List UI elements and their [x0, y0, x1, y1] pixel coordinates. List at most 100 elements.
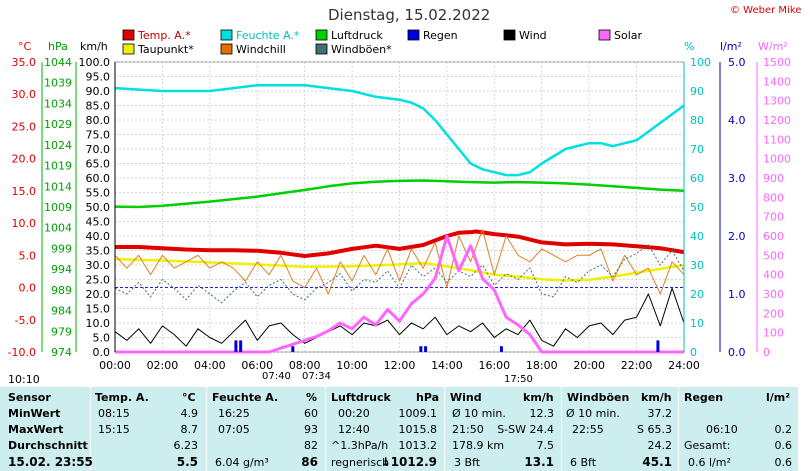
- solar-axis-label: W/m²: [758, 40, 788, 53]
- pressure-tick-label: 1039: [44, 77, 72, 90]
- pressure-tick-label: 984: [51, 305, 72, 318]
- rain-tick-label: 3.0: [728, 172, 746, 185]
- wind-tick-label: 5.0: [93, 332, 111, 345]
- strip-left-time: 10:10: [8, 373, 40, 386]
- series-line-feuchtea: [114, 83, 685, 177]
- x-tick-label: 02:00: [147, 359, 179, 372]
- humidity-tick-label: 20: [690, 288, 704, 301]
- cell: Ø 10 min.: [566, 407, 620, 420]
- solar-tick-label: 600: [763, 230, 784, 243]
- temp-tick-label: 15.0: [12, 185, 37, 198]
- cell: 13.1: [524, 455, 554, 469]
- x-tick-label: 24:00: [668, 359, 700, 372]
- pressure-tick-label: 994: [51, 263, 72, 276]
- cell: 45.1: [642, 455, 672, 469]
- rain-tick-label: 1.0: [728, 288, 746, 301]
- series-line-tempa: [115, 229, 685, 258]
- legend-label: Temp. A.*: [137, 29, 191, 42]
- pressure-axis-label: hPa: [48, 40, 68, 53]
- legend-label: Windchill: [236, 43, 286, 56]
- x-tick-label: 14:00: [431, 359, 463, 372]
- wind-tick-label: 50.0: [86, 201, 111, 214]
- legend-swatch: [220, 29, 233, 41]
- header-sensor: Sensor: [8, 391, 51, 404]
- humidity-tick-label: 40: [690, 230, 704, 243]
- solar-tick-label: 800: [763, 191, 784, 204]
- pressure-tick-label: 1044: [44, 56, 72, 69]
- cell: regnerisch: [331, 456, 390, 469]
- temp-tick-label: 5.0: [19, 249, 37, 262]
- solar-tick-label: 700: [763, 211, 784, 224]
- cell: 4.9: [180, 407, 199, 420]
- table-divider: [561, 387, 562, 471]
- row-label-max: MaxWert: [8, 423, 64, 436]
- rain-tick-label: 2.0: [728, 230, 746, 243]
- table-divider: [444, 387, 445, 471]
- rain-bar: [499, 346, 503, 352]
- rain-tick-label: 4.0: [728, 114, 746, 127]
- pressure-tick-label: 999: [51, 242, 72, 255]
- cell: Gesamt:: [684, 439, 731, 452]
- row-label-min: MinWert: [8, 407, 61, 420]
- cell: S 65.3: [637, 423, 672, 436]
- legend-label: Solar: [614, 29, 643, 42]
- legend-label: Feuchte A.*: [236, 29, 300, 42]
- rain-axis-label: l/m²: [720, 40, 742, 53]
- cell: 08:15: [98, 407, 130, 420]
- x-tick-label: 00:00: [99, 359, 131, 372]
- wind-tick-label: 90.0: [86, 85, 111, 98]
- humidity-tick-label: 100: [690, 56, 711, 69]
- cell: 37.2: [647, 407, 673, 420]
- x-tick-label: 16:00: [478, 359, 510, 372]
- cell: 12.3: [529, 407, 555, 420]
- wind-tick-label: 70.0: [86, 143, 111, 156]
- legend-swatch: [315, 29, 328, 41]
- temp-axis-label: °C: [18, 40, 32, 53]
- series-line-wind: [114, 287, 685, 347]
- wind-tick-label: 25.0: [86, 274, 111, 287]
- legend-swatch: [220, 43, 233, 55]
- cell: S-SW 24.4: [497, 423, 554, 436]
- solar-tick-label: 900: [763, 172, 784, 185]
- header-temp: Temp. A.: [95, 391, 149, 404]
- wind-tick-label: 15.0: [86, 303, 111, 316]
- cell: 24.2: [647, 439, 673, 452]
- solar-tick-label: 500: [763, 249, 784, 262]
- legend-swatch: [122, 43, 135, 55]
- cell: 1015.8: [398, 423, 438, 436]
- pressure-tick-label: 1014: [44, 180, 72, 193]
- cell: 82: [304, 439, 318, 452]
- chart-series: [114, 83, 685, 354]
- wind-tick-label: 95.0: [86, 71, 111, 84]
- cell: 07:05: [218, 423, 250, 436]
- wind-tick-label: 55.0: [86, 187, 111, 200]
- cell: ↓1012.9: [380, 455, 437, 469]
- wind-tick-label: 10.0: [86, 317, 111, 330]
- legend-swatch: [315, 43, 328, 55]
- solar-tick-label: 1000: [763, 153, 791, 166]
- cell: 0.6: [774, 456, 793, 469]
- x-tick-label: 08:00: [289, 359, 321, 372]
- temp-tick-label: 25.0: [12, 120, 37, 133]
- temp-tick-label: -10.0: [8, 346, 36, 359]
- temp-tick-label: 35.0: [12, 56, 37, 69]
- cell: 1013.2: [398, 439, 438, 452]
- rain-bar: [291, 346, 295, 352]
- wind-tick-label: 45.0: [86, 216, 111, 229]
- chart-grid: [114, 61, 685, 353]
- header-wind-unit: km/h: [523, 391, 554, 404]
- header-rain-unit: l/m²: [766, 391, 791, 404]
- cell: 6 Bft: [570, 456, 597, 469]
- strip-marker-time-2: 07:34: [302, 371, 331, 382]
- row-label-avg: Durchschnitt: [8, 439, 88, 452]
- strip-marker-time-3: 17:50: [504, 374, 533, 385]
- chart-title: Dienstag, 15.02.2022: [328, 6, 491, 24]
- humidity-tick-label: 0: [690, 346, 697, 359]
- header-pressure-unit: hPa: [416, 391, 440, 404]
- cell: 06:10: [706, 423, 738, 436]
- cell: 3 Bft: [454, 456, 481, 469]
- cell: 12:40: [338, 423, 370, 436]
- temp-tick-label: -5.0: [15, 314, 36, 327]
- solar-tick-label: 200: [763, 307, 784, 320]
- cell: 6.04 g/m³: [215, 456, 269, 469]
